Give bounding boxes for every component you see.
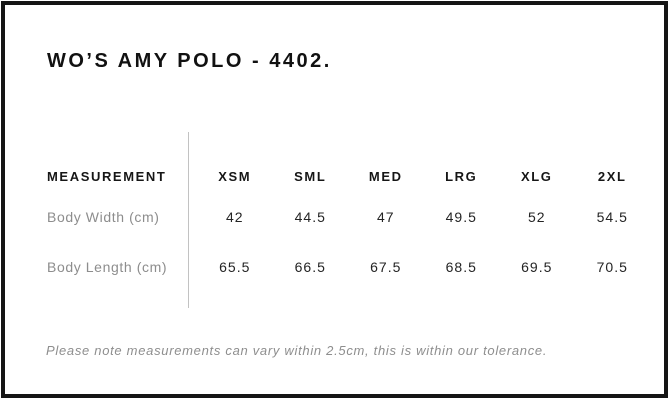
body-width-lrg: 49.5: [445, 209, 477, 225]
row-label-body-width: Body Width (cm): [47, 209, 160, 225]
body-length-lrg: 68.5: [445, 259, 477, 275]
body-width-xsm: 42: [225, 209, 244, 225]
body-length-xlg: 69.5: [521, 259, 553, 275]
column-header-lrg: LRG: [445, 168, 478, 184]
body-width-sml: 44.5: [294, 209, 326, 225]
column-header-measurement: MEASUREMENT: [47, 168, 167, 184]
table-row-body-width: Body Width (cm) 42 44.5 47 49.5 52 54.5: [47, 205, 650, 229]
body-length-2xl: 70.5: [596, 259, 628, 275]
body-length-med: 67.5: [370, 259, 402, 275]
product-title: WO’S AMY POLO - 4402.: [47, 50, 332, 72]
tolerance-note: Please note measurements can vary within…: [46, 343, 548, 358]
column-header-sml: SML: [294, 168, 327, 184]
body-width-med: 47: [376, 209, 395, 225]
column-header-xlg: XLG: [520, 168, 553, 184]
body-length-xsm: 65.5: [219, 259, 251, 275]
body-width-xlg: 52: [527, 209, 546, 225]
row-label-body-length: Body Length (cm): [47, 259, 168, 275]
column-header-xsm: XSM: [218, 168, 252, 184]
table-header-row: MEASUREMENT XSM SML MED LRG XLG 2XL: [47, 164, 650, 188]
table-row-body-length: Body Length (cm) 65.5 66.5 67.5 68.5 69.…: [47, 255, 650, 279]
body-width-2xl: 54.5: [596, 209, 628, 225]
body-length-sml: 66.5: [294, 259, 326, 275]
column-header-2xl: 2XL: [597, 168, 627, 184]
table-vertical-divider: [188, 132, 189, 308]
column-header-med: MED: [368, 168, 403, 184]
